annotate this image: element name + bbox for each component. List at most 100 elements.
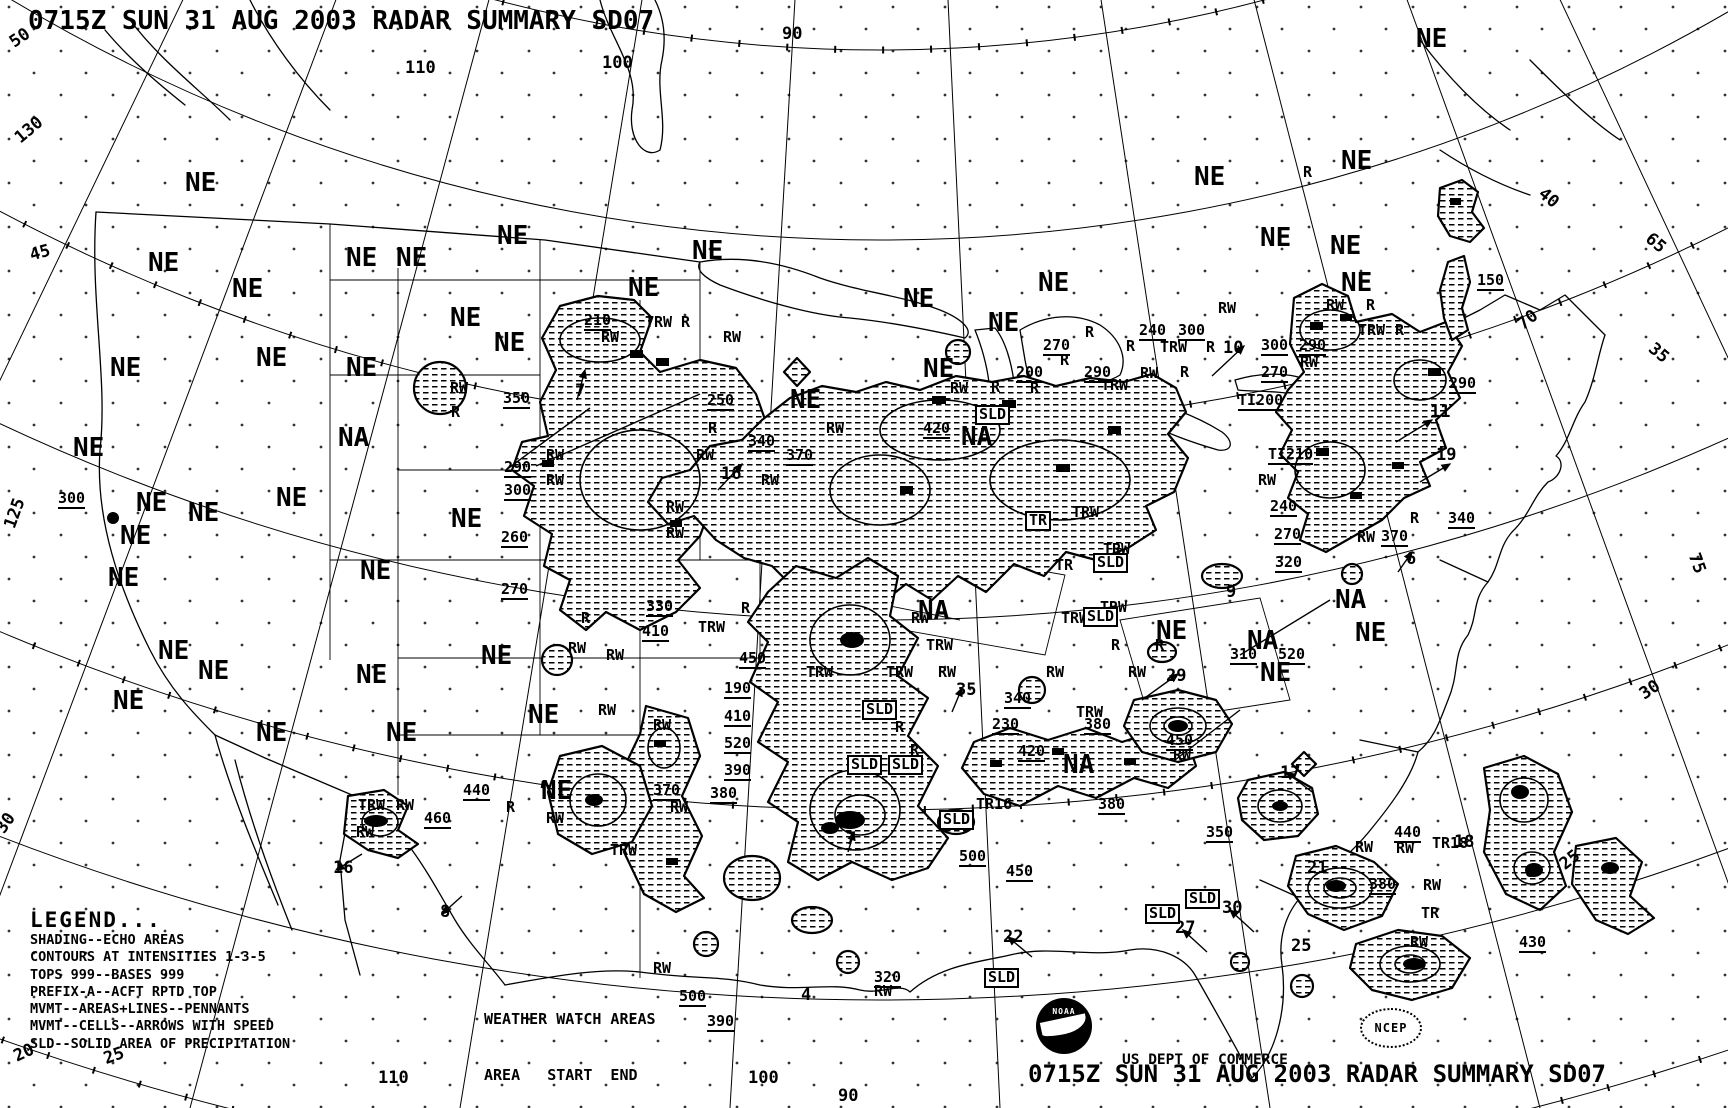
watch-line1: WEATHER WATCH AREAS [484, 1009, 656, 1028]
map-label: 4 [801, 985, 812, 1005]
map-label: RW [1128, 663, 1147, 681]
map-label: R [681, 313, 691, 331]
map-label: RW [546, 471, 565, 489]
map-label: NE [1355, 618, 1387, 648]
map-label: NE [1038, 268, 1070, 298]
map-label: SLD [888, 755, 924, 775]
map-label: NE [903, 284, 935, 314]
map-label: NE [360, 556, 392, 586]
movement-arrows [334, 345, 1452, 958]
map-label: NE [386, 718, 418, 748]
map-label: RW [1300, 353, 1319, 371]
map-label: RW [826, 419, 845, 437]
map-label: 9 [1226, 582, 1237, 602]
map-label: R [991, 378, 1001, 396]
map-label: 290 [1299, 336, 1327, 356]
map-label: R [1206, 338, 1216, 356]
map-label: 22 [1003, 927, 1024, 947]
map-label: 270 [1274, 525, 1302, 545]
map-label: RW [568, 639, 587, 657]
map-label: NE [1416, 24, 1448, 54]
map-label: NE [120, 521, 152, 551]
map-label: RW [606, 646, 625, 664]
map-label: NE [494, 328, 526, 358]
map-label: 260 [501, 528, 529, 548]
map-label: NE [73, 433, 105, 463]
legend-line: CONTOURS AT INTENSITIES 1-3-5 [30, 949, 266, 966]
map-label: 7 [575, 381, 586, 401]
map-label: 19 [1436, 445, 1457, 465]
map-label: NA [961, 422, 993, 452]
legend-lines: SHADING--ECHO AREAS CONTOURS AT INTENSITI… [30, 932, 290, 1053]
map-label: 270 [1261, 363, 1289, 383]
map-label: NE [1194, 162, 1226, 192]
map-label: NE [396, 243, 428, 273]
map-label: RW [356, 823, 375, 841]
map-label: RW [546, 809, 565, 827]
map-label: NA [1335, 585, 1367, 615]
map-label: RW [723, 328, 742, 346]
map-label: NE [256, 718, 288, 748]
map-label: 350 [503, 389, 531, 409]
chart-title: 0715Z SUN 31 AUG 2003 RADAR SUMMARY SD07 [28, 6, 655, 36]
map-label: NE [628, 273, 660, 303]
map-label: 520 [1278, 645, 1306, 665]
legend-title: LEGEND... [30, 908, 162, 932]
map-label: RW [1423, 876, 1442, 894]
map-label: 240 [1139, 321, 1167, 341]
map-label: 8 [440, 902, 451, 922]
map-label: R [1180, 363, 1190, 381]
map-label: NE [1341, 268, 1373, 298]
ncep-logo-text: NCEP [1374, 1021, 1408, 1035]
map-label: TR16 [976, 795, 1013, 813]
map-label: 310 [1230, 645, 1258, 665]
map-label: R [1395, 321, 1405, 339]
map-label: RW [911, 609, 930, 627]
map-label: RW [696, 446, 715, 464]
map-label: TRW [1061, 609, 1089, 627]
map-label: NA [1247, 626, 1279, 656]
map-label: 11 [1430, 402, 1451, 422]
map-label: RW [938, 663, 957, 681]
map-label: TR [1055, 556, 1074, 574]
map-label: TRW [358, 796, 386, 814]
map-label: NE [497, 221, 529, 251]
map-label: 450 [1166, 731, 1194, 751]
map-label: RW [1046, 663, 1065, 681]
map-label: 25 [1291, 936, 1312, 956]
map-label: 240 [1270, 497, 1298, 517]
map-label: 440 [1394, 823, 1422, 843]
map-label: SLD [1185, 889, 1221, 909]
map-label: NE [541, 776, 573, 806]
map-label: RW [1357, 528, 1376, 546]
map-label: NE [451, 504, 483, 534]
legend: LEGEND... SHADING--ECHO AREAS CONTOURS AT… [30, 908, 290, 1053]
map-label: SLD [1083, 607, 1119, 627]
map-label: NE [232, 274, 264, 304]
map-label: TRW [1103, 540, 1131, 558]
map-label: 27 [1175, 918, 1196, 938]
map-label: R [1303, 163, 1313, 181]
map-label: R [1085, 323, 1095, 341]
map-label: 90 [782, 24, 803, 44]
map-label: 380 [710, 784, 738, 804]
map-label: 250 [707, 391, 735, 411]
map-label: NE [346, 243, 378, 273]
map-label: NE [185, 168, 217, 198]
map-label: 350 [1206, 823, 1234, 843]
map-label: 320 [874, 968, 902, 988]
map-label: RW [598, 701, 617, 719]
map-label: 520 [724, 734, 752, 754]
legend-line: SLD--SOLID AREA OF PRECIPITATION [30, 1035, 291, 1052]
map-label: NE [481, 641, 513, 671]
map-label: R [708, 419, 718, 437]
map-label: 340 [748, 432, 776, 452]
map-label: 16 [721, 464, 742, 484]
map-label: R [1030, 379, 1040, 397]
map-label: RW [950, 379, 969, 397]
map-label: TI210 [1268, 445, 1314, 465]
legend-line: TOPS 999--BASES 999 [30, 966, 185, 983]
map-label: 300 [504, 481, 532, 501]
watch-line2: AREA START END [484, 1065, 638, 1084]
noaa-logo: NOAA [1036, 998, 1092, 1054]
